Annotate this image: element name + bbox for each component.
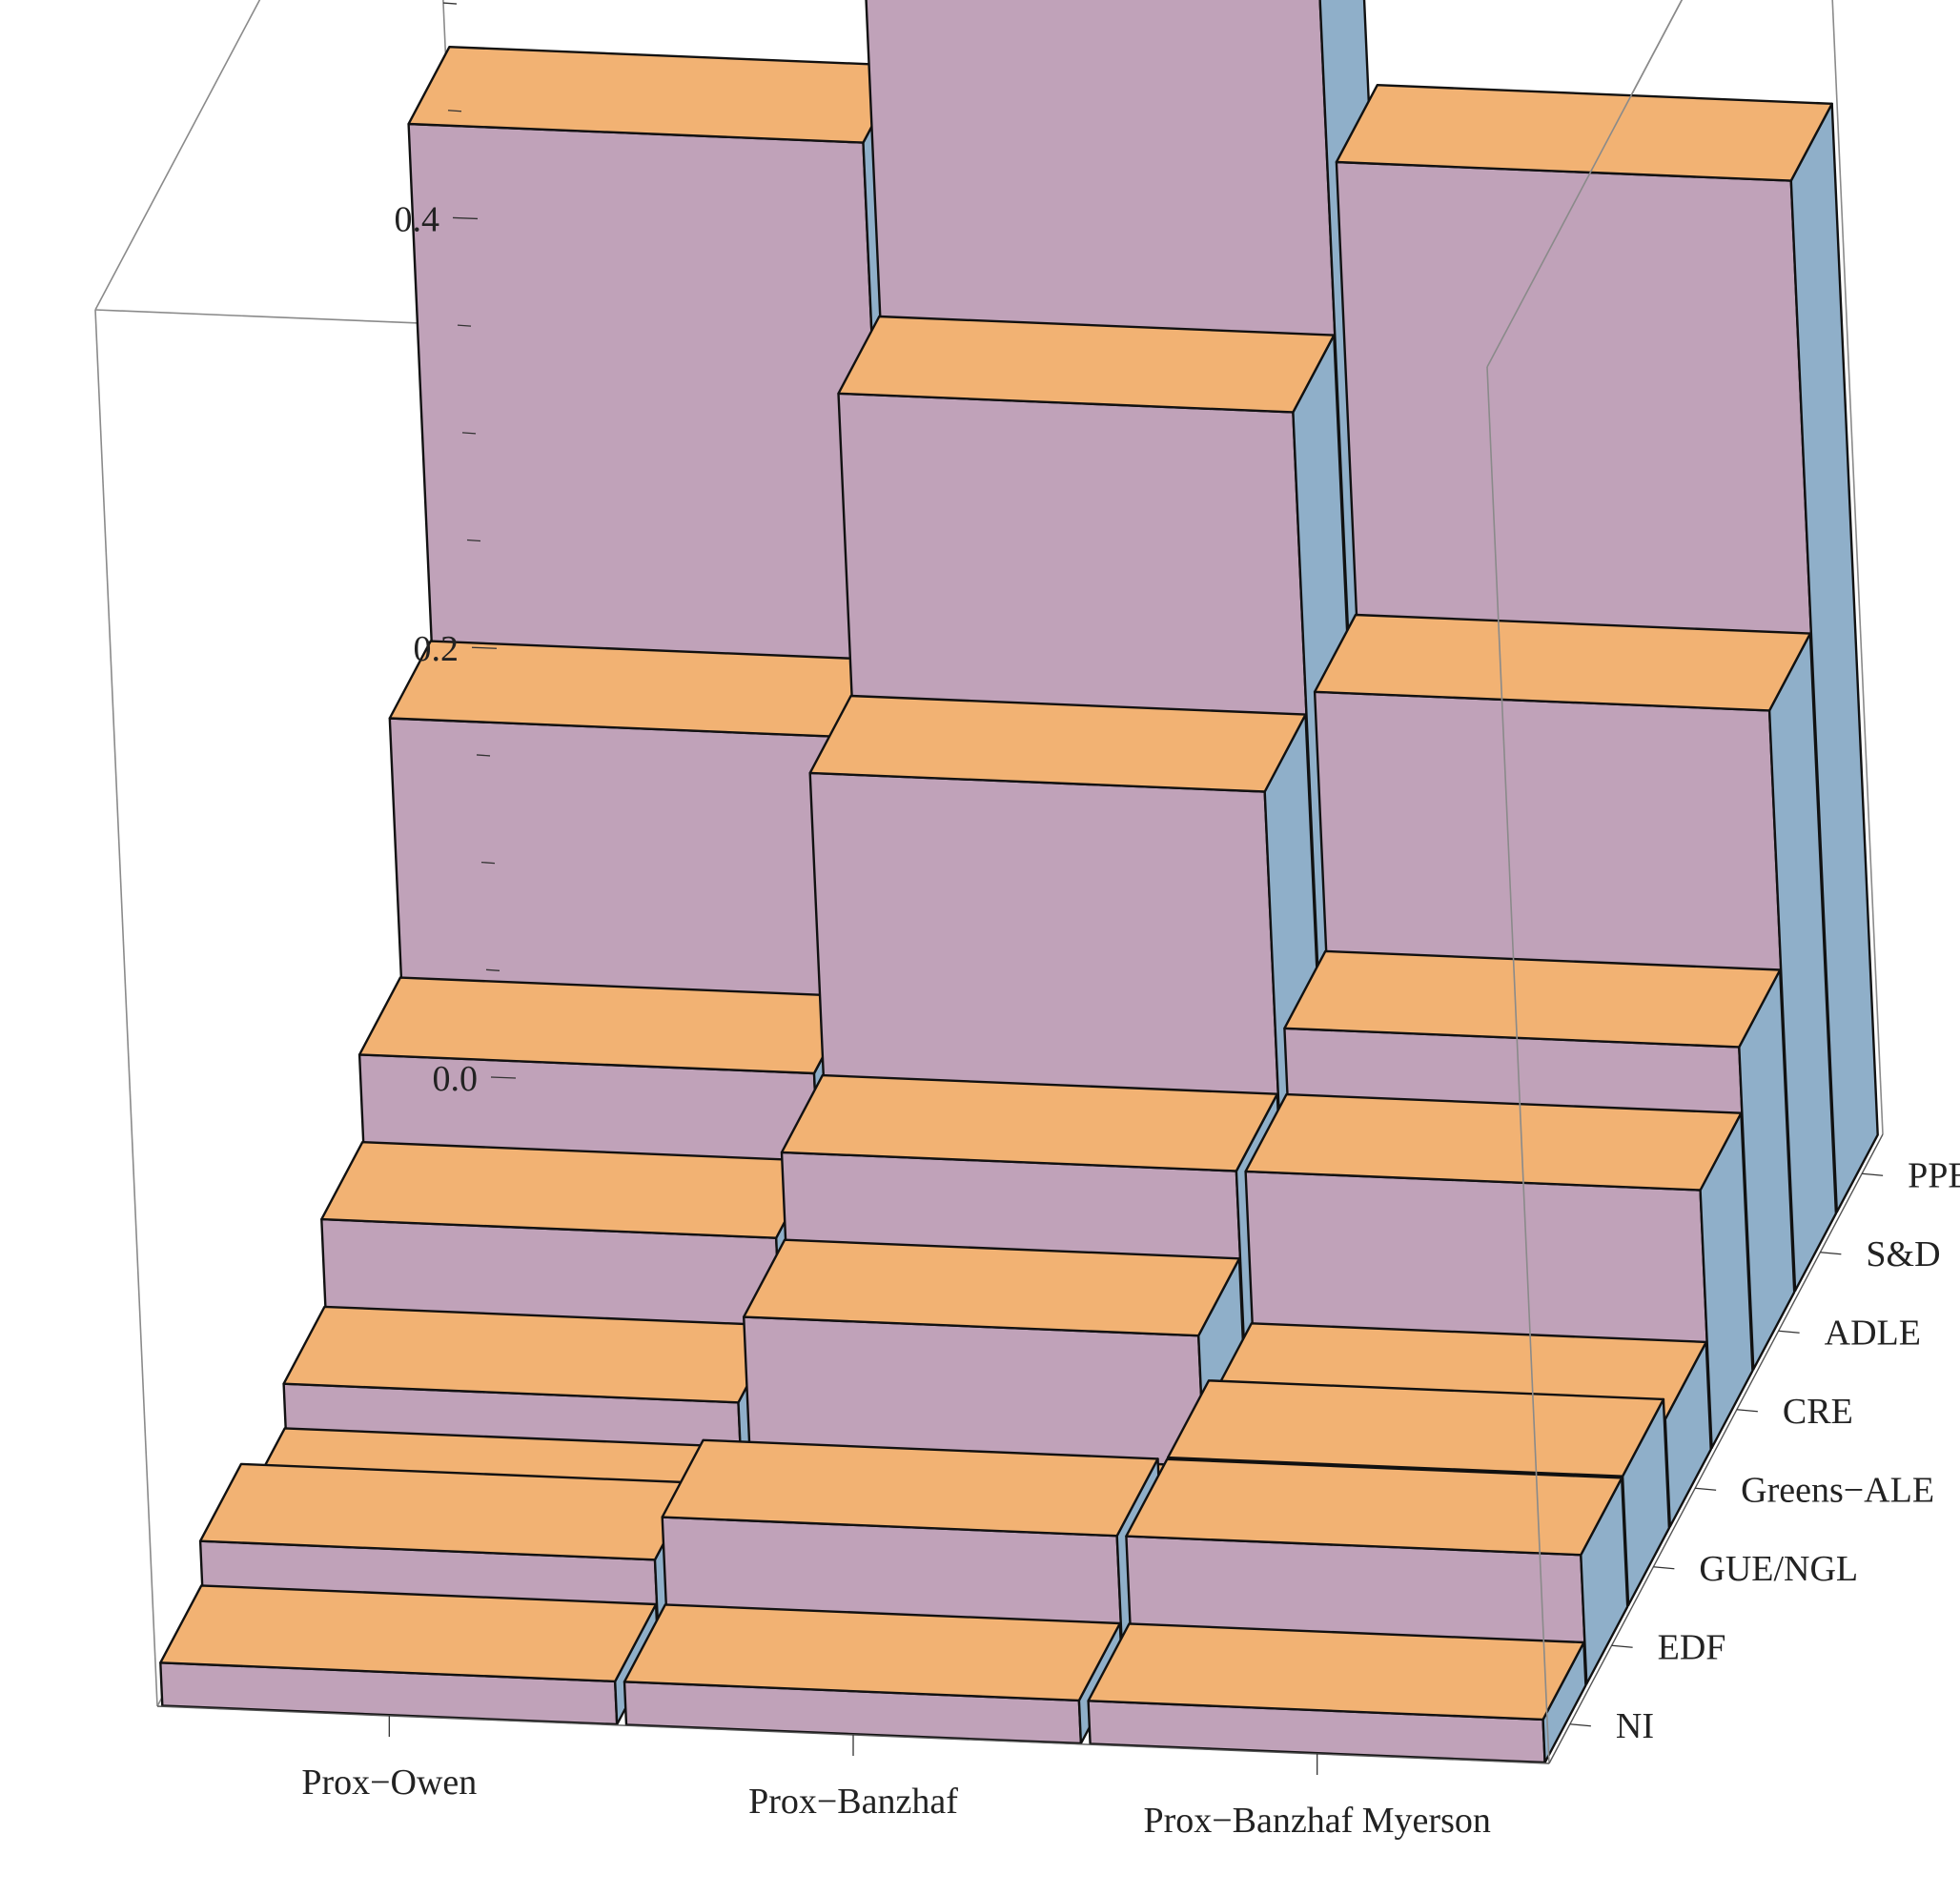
y-tick <box>1778 1330 1800 1334</box>
y-tick <box>1820 1252 1842 1255</box>
z-tick <box>485 968 500 971</box>
bar-top-face <box>159 1584 658 1683</box>
bar-top-face <box>1166 1379 1665 1477</box>
z-tick <box>447 110 462 112</box>
bar-Prox−Banzhaf Myerson-NI <box>1087 1622 1587 1764</box>
z-tick <box>457 324 472 327</box>
z-tick <box>442 2 458 5</box>
bar-top-face <box>1313 613 1812 712</box>
z-tick <box>480 861 496 865</box>
y-tick-label: ADLE <box>1825 1313 1921 1353</box>
z-tick <box>461 432 477 435</box>
y-tick-label: EDF <box>1658 1627 1726 1667</box>
z-tick <box>452 216 479 220</box>
bar-top-face <box>623 1603 1122 1702</box>
box-edge-back <box>1831 0 1884 1135</box>
y-tick-label: S&D <box>1866 1234 1940 1274</box>
box-edge-front <box>1486 0 1684 368</box>
z-tick <box>490 1076 517 1079</box>
y-tick-label: PPE <box>1908 1155 1960 1195</box>
z-tick <box>466 539 481 542</box>
box-edge-back <box>94 0 261 311</box>
bar-top-face <box>661 1438 1159 1538</box>
z-tick <box>476 754 491 757</box>
bar-top-face <box>1125 1457 1623 1557</box>
y-tick <box>1653 1566 1675 1570</box>
z-tick-label: 0.0 <box>433 1059 479 1099</box>
y-tick <box>1695 1487 1717 1491</box>
y-tick <box>1736 1409 1758 1413</box>
bounding-box-front <box>1486 0 1684 1764</box>
box-edge-front <box>1486 366 1550 1764</box>
y-tick <box>1611 1644 1633 1648</box>
y-tick-label: CRE <box>1783 1392 1853 1432</box>
x-tick-label: Prox−Banzhaf Myerson <box>1143 1801 1490 1841</box>
y-axis-line <box>1548 1133 1884 1764</box>
bars-group <box>159 0 1879 1764</box>
bar-top-face <box>808 694 1307 793</box>
x-tick-label: Prox−Owen <box>301 1763 477 1803</box>
x-tick-label: Prox−Banzhaf <box>748 1782 958 1822</box>
bar-top-face <box>1283 949 1782 1049</box>
bar-top-face <box>837 315 1336 414</box>
bar-top-face <box>743 1238 1241 1337</box>
y-tick <box>1862 1172 1884 1176</box>
y-tick <box>1569 1723 1591 1727</box>
box-edge-back <box>94 309 158 1707</box>
bar-Prox−Banzhaf-NI <box>623 1603 1124 1745</box>
bar-Prox−Owen-NI <box>159 1584 660 1726</box>
bar-top-face <box>1087 1622 1585 1722</box>
bar-top-face <box>780 1073 1279 1172</box>
axes-group: Prox−Owen Prox−Banzhaf Prox−Banzhaf Myerso… <box>156 2 1960 1841</box>
z-tick <box>471 646 498 649</box>
y-tick-label: GUE/NGL <box>1699 1549 1858 1589</box>
bar-top-face <box>1244 1092 1743 1192</box>
z-tick-label: 0.2 <box>414 629 459 669</box>
bar-top-face <box>1335 83 1833 182</box>
y-tick-label: Greens−ALE <box>1741 1470 1934 1510</box>
z-tick-label: 0.4 <box>395 199 440 239</box>
y-tick-label: NI <box>1616 1706 1654 1746</box>
